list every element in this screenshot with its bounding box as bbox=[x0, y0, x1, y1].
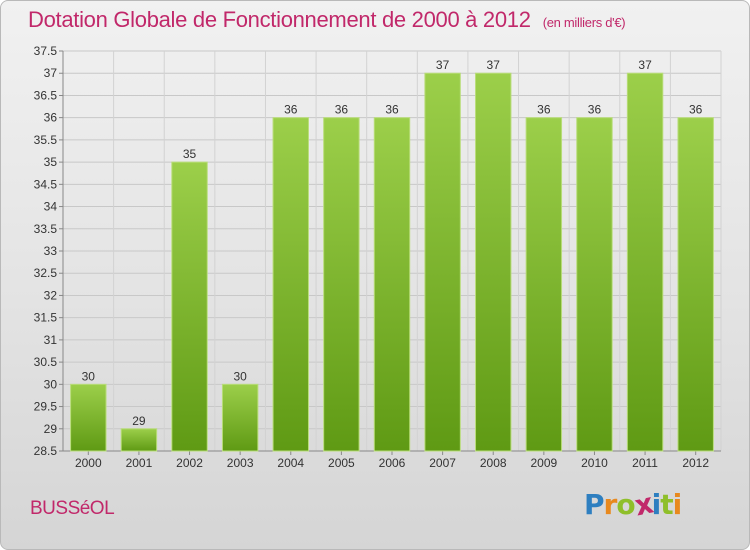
bar bbox=[373, 117, 411, 452]
y-tick-label: 34 bbox=[44, 200, 58, 214]
logo-letter: o bbox=[616, 488, 635, 521]
logo-letter: t bbox=[660, 488, 673, 521]
y-tick-label: 32.5 bbox=[34, 266, 58, 280]
bar bbox=[677, 117, 714, 452]
bar-value-label: 36 bbox=[689, 103, 703, 117]
proxiti-logo: Proxiti bbox=[584, 487, 683, 523]
x-tick-label: 2003 bbox=[227, 456, 254, 470]
bar-value-label: 37 bbox=[436, 58, 450, 72]
y-tick-label: 37 bbox=[44, 66, 58, 80]
x-tick-label: 2006 bbox=[379, 456, 406, 470]
bar bbox=[272, 117, 309, 452]
bar-value-label: 30 bbox=[233, 369, 247, 383]
bar-value-label: 36 bbox=[335, 103, 349, 117]
bar bbox=[525, 117, 563, 452]
x-tick-label: 2010 bbox=[581, 456, 608, 470]
bar bbox=[323, 117, 360, 452]
y-tick-label: 35.5 bbox=[34, 133, 58, 147]
bar bbox=[171, 161, 208, 452]
logo-letter: i bbox=[651, 488, 662, 521]
y-tick-label: 29.5 bbox=[34, 400, 58, 414]
y-tick-label: 29 bbox=[44, 422, 58, 436]
y-tick-label: 37.5 bbox=[34, 44, 58, 58]
x-tick-label: 2012 bbox=[682, 456, 709, 470]
y-tick-label: 35 bbox=[44, 155, 58, 169]
labels: 28.5 29 29.5 30 30.5 31 31.5 32 32.5 33 33.5 34 34.5… bbox=[34, 44, 710, 470]
bar-value-label: 35 bbox=[183, 147, 197, 161]
bar bbox=[70, 383, 107, 452]
x-tick-label: 2002 bbox=[176, 456, 203, 470]
y-tick-label: 30 bbox=[44, 377, 58, 391]
chart-title-text: Dotation Globale de Fonctionnement de 20… bbox=[28, 7, 531, 32]
y-tick-label: 34.5 bbox=[34, 177, 58, 191]
x-tick-label: 2007 bbox=[429, 456, 456, 470]
bar-value-label: 36 bbox=[284, 103, 298, 117]
bar bbox=[475, 72, 512, 452]
x-tick-label: 2004 bbox=[277, 456, 304, 470]
bar-value-label: 30 bbox=[82, 369, 96, 383]
x-tick-label: 2005 bbox=[328, 456, 355, 470]
y-tick-label: 36 bbox=[44, 111, 58, 125]
commune-name: BUSSéOL bbox=[30, 498, 115, 519]
bars bbox=[70, 72, 714, 452]
bar-value-label: 37 bbox=[487, 58, 501, 72]
y-tick-label: 31 bbox=[44, 333, 58, 347]
bar bbox=[626, 72, 664, 452]
chart-unit: (en milliers d'€) bbox=[542, 15, 626, 30]
chart-title: Dotation Globale de Fonctionnement de 20… bbox=[28, 7, 626, 33]
bar-value-label: 37 bbox=[638, 58, 652, 72]
x-tick-label: 2008 bbox=[480, 456, 507, 470]
bar-value-label: 36 bbox=[588, 103, 602, 117]
x-tick-label: 2009 bbox=[530, 456, 557, 470]
y-tick-label: 36.5 bbox=[34, 88, 58, 102]
y-tick-label: 32 bbox=[44, 288, 58, 302]
bar bbox=[576, 117, 613, 452]
logo-letter: P bbox=[584, 488, 605, 521]
bar bbox=[120, 428, 158, 452]
y-tick-label: 31.5 bbox=[34, 311, 58, 325]
bar-value-label: 29 bbox=[132, 414, 146, 428]
y-tick-label: 33.5 bbox=[34, 222, 58, 236]
x-tick-label: 2001 bbox=[126, 456, 153, 470]
bar bbox=[221, 383, 259, 452]
bar-value-label: 36 bbox=[537, 103, 551, 117]
bar bbox=[424, 72, 461, 452]
y-tick-label: 33 bbox=[44, 244, 58, 258]
x-tick-label: 2000 bbox=[75, 456, 102, 470]
bar-value-label: 36 bbox=[385, 103, 399, 117]
logo-letter: r bbox=[603, 488, 618, 521]
x-tick-label: 2011 bbox=[632, 456, 658, 470]
y-tick-label: 30.5 bbox=[34, 355, 58, 369]
logo-letter: i bbox=[672, 488, 683, 521]
y-tick-label: 28.5 bbox=[34, 444, 58, 458]
